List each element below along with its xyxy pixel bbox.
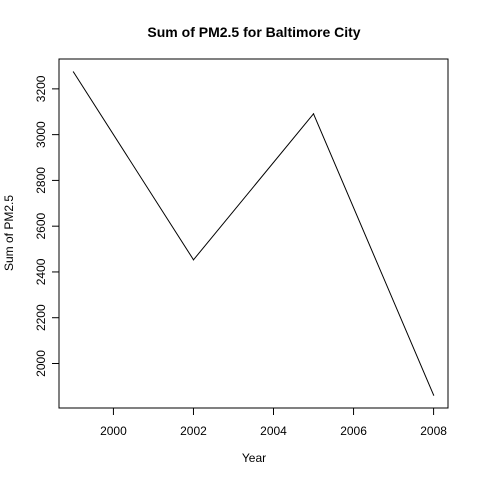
x-tick-label: 2006 bbox=[340, 424, 367, 438]
y-axis: 2000 2200 2400 2600 2800 3000 3200 bbox=[34, 75, 60, 377]
chart-title: Sum of PM2.5 for Baltimore City bbox=[147, 24, 360, 40]
y-tick-label: 2200 bbox=[34, 304, 48, 331]
data-point bbox=[192, 259, 195, 261]
data-point bbox=[432, 394, 435, 396]
x-tick-label: 2000 bbox=[100, 424, 127, 438]
x-axis: 2000 2002 2004 2006 2008 bbox=[100, 407, 447, 438]
plot-frame bbox=[58, 58, 449, 409]
x-tick-label: 2008 bbox=[420, 424, 447, 438]
y-axis-label: Sum of PM2.5 bbox=[2, 195, 16, 271]
y-tick-label: 2400 bbox=[34, 258, 48, 285]
y-tick-label: 2800 bbox=[34, 167, 48, 194]
x-tick-label: 2004 bbox=[260, 424, 287, 438]
series-line bbox=[72, 71, 435, 396]
series-layer bbox=[72, 71, 435, 396]
data-point bbox=[72, 71, 75, 73]
x-tick-label: 2002 bbox=[180, 424, 207, 438]
x-axis-label: Year bbox=[242, 451, 266, 465]
y-tick-label: 2600 bbox=[34, 213, 48, 240]
data-point bbox=[312, 113, 315, 115]
y-tick-label: 2000 bbox=[34, 350, 48, 377]
y-tick-label: 3200 bbox=[34, 75, 48, 102]
y-tick-label: 3000 bbox=[34, 121, 48, 148]
